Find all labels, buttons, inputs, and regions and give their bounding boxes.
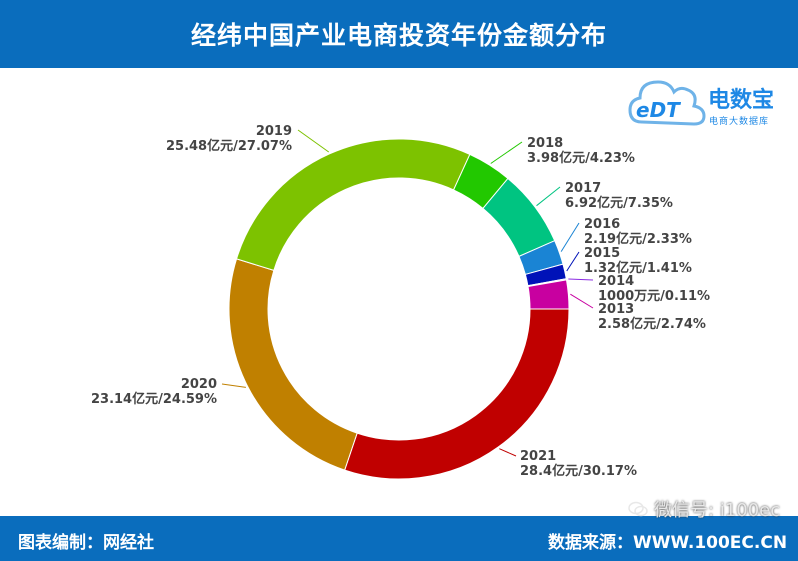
footer-editor: 图表编制：网经社: [18, 533, 154, 553]
cloud-icon: [628, 80, 706, 126]
leader-line-2021: [499, 448, 517, 457]
slice-value-2014: 1000万元/0.11%: [598, 289, 710, 304]
wechat-icon: [628, 501, 648, 517]
slice-2013: [527, 279, 570, 310]
leader-line-2015: [566, 251, 580, 272]
donut-chart: 202128.4亿元/30.17%202023.14亿元/24.59%20192…: [91, 124, 710, 480]
footer-bar: 图表编制：网经社 数据来源：WWW.100EC.CN: [0, 516, 798, 561]
slice-value-2017: 6.92亿元/7.35%: [565, 195, 673, 211]
watermark-text: 微信号: i100ec: [654, 500, 781, 521]
slice-label-2018: 2018: [527, 136, 563, 151]
slice-label-2015: 2015: [584, 246, 620, 261]
leader-line-2018: [490, 141, 523, 164]
slice-label-2017: 2017: [565, 181, 601, 196]
slice-label-2019: 2019: [256, 124, 292, 139]
slice-value-2013: 2.58亿元/2.74%: [598, 316, 706, 332]
leader-line-2017: [536, 186, 561, 207]
chart-title: 经纬中国产业电商投资年份金额分布: [190, 21, 607, 50]
logo-mark: eDT: [636, 98, 680, 122]
leader-line-2020: [221, 383, 246, 388]
slice-value-2018: 3.98亿元/4.23%: [527, 150, 635, 166]
slice-value-2021: 28.4亿元/30.17%: [520, 463, 637, 479]
slice-value-2020: 23.14亿元/24.59%: [91, 391, 217, 407]
footer-source: 数据来源：WWW.100EC.CN: [548, 533, 788, 553]
leader-line-2014: [568, 278, 594, 281]
leader-line-2019: [297, 129, 330, 153]
slice-value-2015: 1.32亿元/1.41%: [584, 260, 692, 276]
chart-title-bar: 经纬中国产业电商投资年份金额分布: [0, 0, 798, 68]
wechat-watermark: 微信号: i100ec: [628, 496, 780, 522]
slice-value-2016: 2.19亿元/2.33%: [584, 231, 692, 247]
brand-logo: eDT 电数宝 电商大数据库: [628, 72, 794, 138]
slice-value-2019: 25.48亿元/27.07%: [166, 138, 292, 154]
leader-line-2016: [560, 222, 580, 252]
slice-label-2020: 2020: [181, 377, 217, 392]
logo-name: 电数宝: [708, 88, 775, 113]
slice-label-2013: 2013: [598, 302, 634, 317]
slice-label-2014: 2014: [598, 274, 634, 289]
logo-subtitle: 电商大数据库: [709, 117, 770, 127]
slice-label-2016: 2016: [584, 217, 620, 232]
slice-2020: [228, 258, 358, 471]
slice-2019: [235, 138, 471, 271]
leader-line-2013: [570, 293, 594, 309]
slice-label-2021: 2021: [520, 449, 556, 464]
